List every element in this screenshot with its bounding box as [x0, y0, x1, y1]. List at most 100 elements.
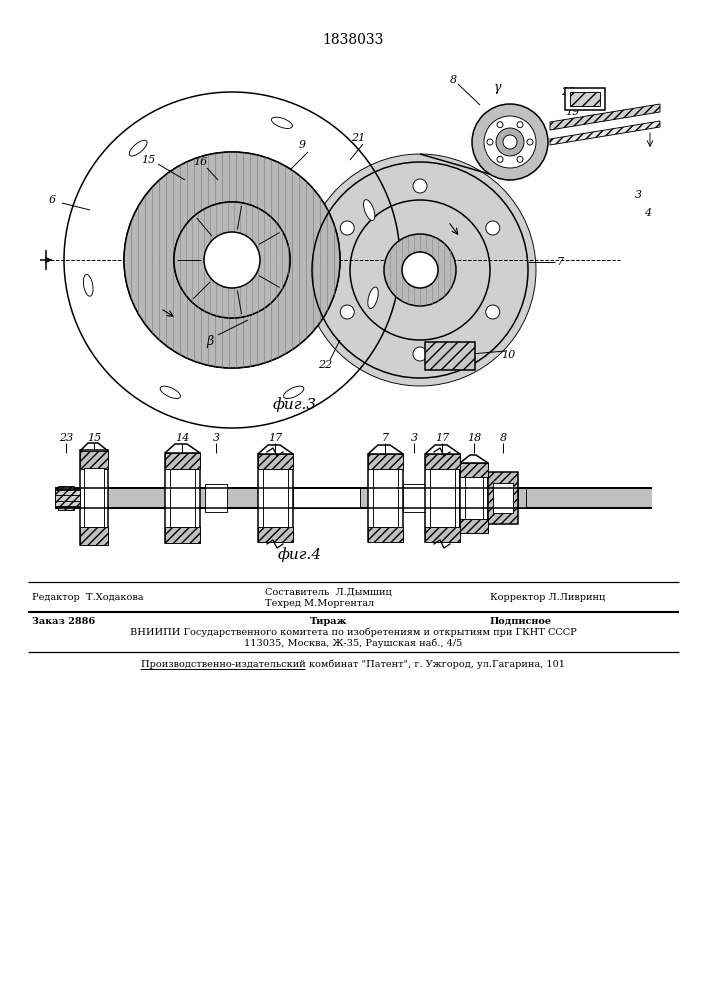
Text: фиг.3: фиг.3 — [273, 398, 317, 412]
Bar — [425, 527, 460, 542]
Text: 3: 3 — [634, 190, 641, 200]
Text: 1838033: 1838033 — [322, 33, 384, 47]
Bar — [460, 463, 488, 533]
Bar — [570, 92, 600, 106]
Bar — [368, 527, 403, 542]
Bar — [165, 453, 200, 469]
Circle shape — [484, 116, 536, 168]
Text: 3: 3 — [212, 433, 220, 443]
Bar — [80, 527, 108, 545]
Bar — [565, 88, 605, 110]
Circle shape — [517, 122, 523, 128]
Polygon shape — [550, 104, 660, 130]
Text: β: β — [206, 336, 214, 349]
Text: 14: 14 — [175, 433, 189, 443]
Text: 18: 18 — [467, 433, 481, 443]
Circle shape — [497, 156, 503, 162]
Text: Тираж: Тираж — [310, 616, 348, 626]
Bar — [80, 451, 108, 469]
Circle shape — [124, 152, 340, 368]
Bar — [403, 484, 425, 512]
Bar — [368, 454, 403, 542]
Ellipse shape — [363, 200, 375, 221]
Ellipse shape — [83, 274, 93, 296]
Circle shape — [527, 139, 533, 145]
Bar — [465, 477, 483, 519]
Circle shape — [472, 104, 548, 180]
Ellipse shape — [284, 386, 304, 399]
Circle shape — [486, 221, 500, 235]
Text: 4: 4 — [645, 208, 652, 218]
Circle shape — [174, 202, 290, 318]
Bar — [293, 488, 360, 508]
Text: 15: 15 — [141, 155, 155, 165]
Bar — [263, 469, 288, 527]
Bar — [430, 469, 455, 527]
Text: Составитель  Л.Дымшиц: Составитель Л.Дымшиц — [265, 587, 392, 596]
Bar — [84, 468, 104, 527]
Bar — [165, 453, 200, 543]
Text: фиг.4: фиг.4 — [278, 548, 322, 562]
Text: 23: 23 — [59, 433, 73, 443]
Circle shape — [204, 232, 260, 288]
Text: 7: 7 — [556, 257, 563, 267]
Text: Редактор  Т.Ходакова: Редактор Т.Ходакова — [32, 592, 144, 601]
Circle shape — [486, 305, 500, 319]
Text: 8: 8 — [499, 433, 506, 443]
Circle shape — [174, 202, 290, 318]
Bar — [55, 489, 80, 507]
Bar — [493, 483, 513, 513]
Circle shape — [413, 347, 427, 361]
Text: Производственно-издательский комбинат "Патент", г. Ужгород, ул.Гагарина, 101: Производственно-издательский комбинат "П… — [141, 659, 565, 669]
Bar — [368, 454, 403, 469]
Bar — [170, 469, 195, 527]
Text: 3: 3 — [411, 433, 418, 443]
Text: Корректор Л.Ливринц: Корректор Л.Ливринц — [490, 592, 605, 601]
Bar — [425, 342, 475, 370]
Text: 6: 6 — [49, 195, 56, 205]
Bar — [518, 488, 526, 508]
Circle shape — [503, 135, 517, 149]
Bar — [460, 463, 488, 477]
Circle shape — [496, 128, 524, 156]
Ellipse shape — [368, 287, 378, 308]
Ellipse shape — [160, 386, 180, 399]
Bar — [258, 527, 293, 542]
Text: Заказ 2886: Заказ 2886 — [32, 616, 95, 626]
Text: 16: 16 — [193, 157, 207, 167]
Bar — [460, 519, 488, 533]
Text: 22: 22 — [318, 360, 332, 370]
Text: Техред М.Моргентал: Техред М.Моргентал — [265, 599, 374, 608]
Text: 7: 7 — [382, 433, 389, 443]
Circle shape — [517, 156, 523, 162]
Text: 21: 21 — [351, 133, 365, 143]
Text: ВНИИПИ Государственного комитета по изобретениям и открытиям при ГКНТ СССР: ВНИИПИ Государственного комитета по изоб… — [129, 627, 576, 637]
Text: 9: 9 — [298, 140, 305, 150]
Polygon shape — [550, 121, 660, 145]
Text: 15: 15 — [87, 433, 101, 443]
Text: 8: 8 — [450, 75, 457, 85]
Bar — [425, 454, 460, 469]
Bar — [55, 488, 652, 508]
Bar — [258, 454, 293, 469]
Bar — [165, 527, 200, 543]
Circle shape — [384, 234, 456, 306]
Text: Подписное: Подписное — [490, 616, 552, 626]
Text: 19: 19 — [565, 107, 579, 117]
Bar — [488, 472, 518, 524]
Text: 113035, Москва, Ж-35, Раушская наб., 4/5: 113035, Москва, Ж-35, Раушская наб., 4/5 — [244, 638, 462, 648]
Bar — [80, 450, 108, 545]
Circle shape — [304, 154, 536, 386]
Bar — [58, 486, 74, 510]
Text: γ: γ — [494, 82, 502, 95]
Circle shape — [402, 252, 438, 288]
Bar — [425, 454, 460, 542]
Text: 20: 20 — [561, 87, 575, 97]
Circle shape — [340, 305, 354, 319]
Ellipse shape — [271, 117, 293, 128]
Text: 17: 17 — [268, 433, 282, 443]
Circle shape — [487, 139, 493, 145]
Bar — [205, 484, 227, 512]
Bar — [373, 469, 398, 527]
Circle shape — [340, 221, 354, 235]
